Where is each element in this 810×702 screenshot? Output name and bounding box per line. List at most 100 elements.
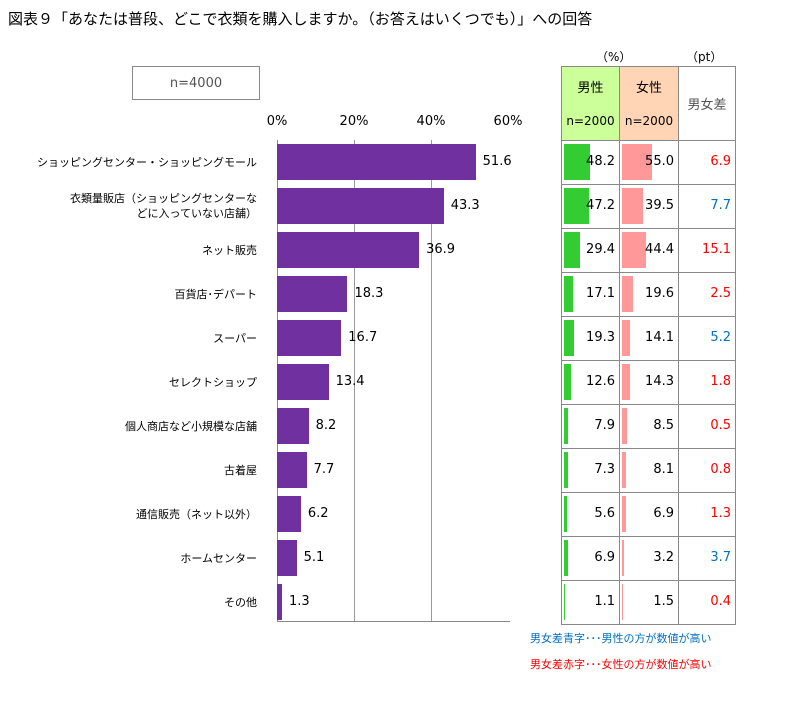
category-label: 個人商店など小規模な店舗 <box>125 419 257 433</box>
female-header: 女性 n=2000 <box>619 66 679 141</box>
diff-header: 男女差 <box>678 66 736 141</box>
female-value: 44.4 <box>645 242 674 257</box>
diff-value: 0.4 <box>710 594 731 609</box>
male-bar <box>564 188 590 224</box>
category-label: 百貨店･デパート <box>174 287 258 301</box>
male-bar <box>564 320 575 356</box>
male-value: 1.1 <box>594 594 615 609</box>
male-bar <box>564 584 565 620</box>
male-value: 48.2 <box>586 154 615 169</box>
bar <box>277 144 476 180</box>
gridline <box>354 140 355 622</box>
female-value: 19.6 <box>645 286 674 301</box>
female-bar <box>622 452 627 488</box>
bar <box>277 188 444 224</box>
category-label: ホームセンター <box>180 551 257 565</box>
category-label: スーパー <box>213 331 257 345</box>
unit-percent: （%） <box>596 50 632 64</box>
male-value: 17.1 <box>586 286 615 301</box>
male-bar <box>564 452 568 488</box>
female-bar <box>622 320 630 356</box>
diff-value: 15.1 <box>702 242 731 257</box>
bar <box>277 232 420 268</box>
tick-label: 40% <box>416 114 446 129</box>
diff-value: 0.8 <box>710 462 731 477</box>
bar <box>277 496 301 532</box>
category-label: セレクトショップ <box>169 375 257 389</box>
male-bar <box>564 364 571 400</box>
male-bar <box>564 276 574 312</box>
data-label: 18.3 <box>354 286 384 301</box>
tick-label: 20% <box>339 114 369 129</box>
category-label: その他 <box>224 595 257 609</box>
female-bar <box>622 232 646 268</box>
male-value: 7.9 <box>594 418 615 433</box>
female-value: 14.3 <box>645 374 674 389</box>
female-n: n=2000 <box>624 114 674 128</box>
male-n: n=2000 <box>566 114 615 128</box>
bar <box>277 320 342 356</box>
male-bar <box>564 496 568 532</box>
bar <box>277 452 307 488</box>
bar <box>277 276 348 312</box>
male-bar <box>564 232 580 268</box>
category-label: 衣類量販店（ショッピングセンターな どに入っていない店舗） <box>70 192 257 220</box>
diff-value: 1.3 <box>710 506 731 521</box>
bar <box>277 364 329 400</box>
female-value: 39.5 <box>645 198 674 213</box>
male-bar <box>564 408 569 444</box>
data-label: 16.7 <box>348 330 378 345</box>
diff-value: 1.8 <box>710 374 731 389</box>
female-value: 8.5 <box>653 418 674 433</box>
diff-value: 6.9 <box>710 154 731 169</box>
female-bar <box>622 144 652 180</box>
note-blue: 男女差青字･･･男性の方が数値が高い <box>530 632 712 645</box>
gridline <box>431 140 432 622</box>
category-label: ショッピングセンター・ショッピングモール <box>37 155 257 169</box>
female-bar <box>622 540 624 576</box>
female-bar <box>622 364 630 400</box>
male-header: 男性 n=2000 <box>561 66 620 141</box>
female-bar <box>622 408 627 444</box>
data-label: 7.7 <box>313 462 335 477</box>
x-baseline <box>277 621 510 622</box>
male-value: 29.4 <box>586 242 615 257</box>
female-value: 1.5 <box>653 594 674 609</box>
note-red: 男女差赤字･･･女性の方が数値が高い <box>530 658 712 671</box>
male-value: 19.3 <box>586 330 615 345</box>
tick-label: 60% <box>493 114 523 129</box>
female-value: 6.9 <box>653 506 674 521</box>
bar <box>277 540 297 576</box>
data-label: 13.4 <box>335 374 365 389</box>
male-bar <box>564 540 568 576</box>
diff-value: 2.5 <box>710 286 731 301</box>
female-value: 8.1 <box>653 462 674 477</box>
male-value: 7.3 <box>594 462 615 477</box>
male-value: 5.6 <box>594 506 615 521</box>
female-bar <box>622 276 633 312</box>
diff-label: 男女差 <box>687 98 727 113</box>
female-bar <box>622 584 623 620</box>
tick-label: 0% <box>266 114 288 129</box>
table-cell-diff <box>678 580 736 625</box>
male-label: 男性 <box>577 81 604 96</box>
diff-value: 7.7 <box>710 198 731 213</box>
female-value: 3.2 <box>653 550 674 565</box>
unit-pt: （pt） <box>686 50 723 64</box>
category-label: ネット販売 <box>202 243 257 257</box>
diff-value: 3.7 <box>710 550 731 565</box>
female-bar <box>622 188 644 224</box>
female-value: 14.1 <box>645 330 674 345</box>
data-label: 5.1 <box>303 550 325 565</box>
female-label: 女性 <box>635 81 662 96</box>
data-label: 6.2 <box>307 506 329 521</box>
data-label: 1.3 <box>289 594 310 609</box>
female-bar <box>622 496 626 532</box>
data-label: 8.2 <box>315 418 337 433</box>
bar <box>277 584 282 620</box>
male-value: 6.9 <box>594 550 615 565</box>
bar <box>277 408 309 444</box>
male-value: 12.6 <box>586 374 615 389</box>
category-label: 通信販売（ネット以外） <box>136 507 257 521</box>
